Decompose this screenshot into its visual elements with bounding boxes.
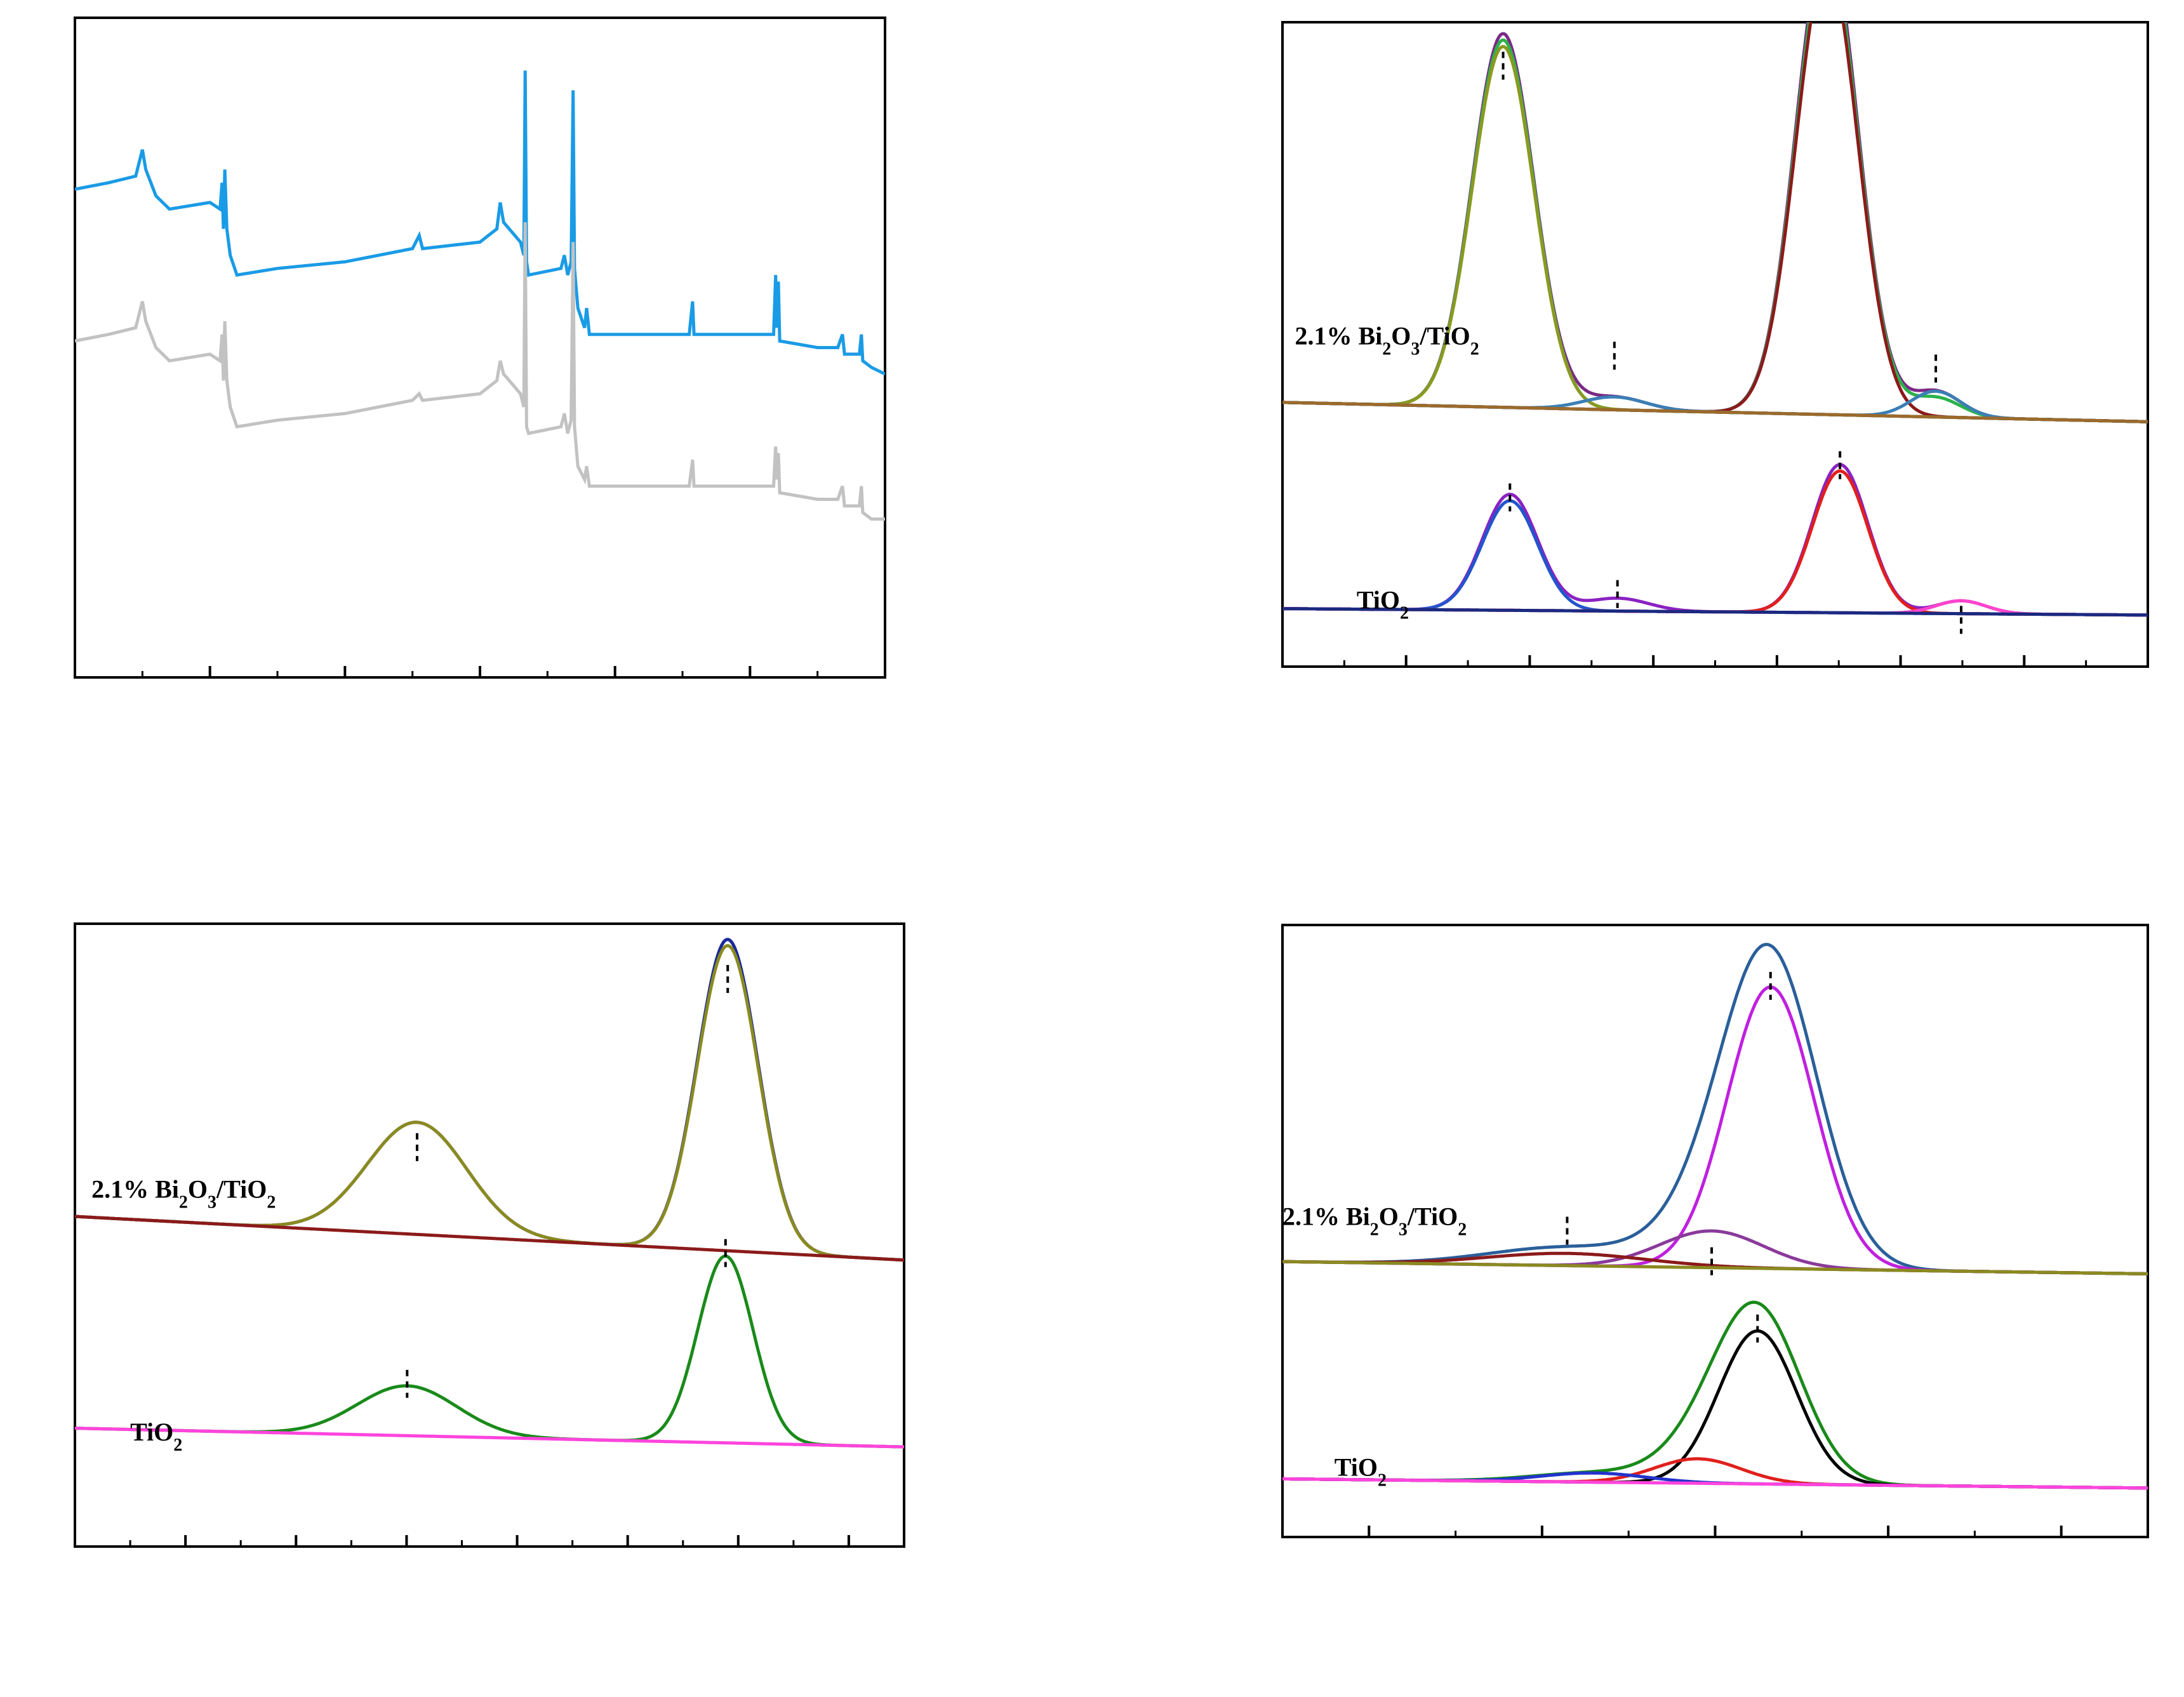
fit-curve — [75, 1215, 904, 1262]
sample-label: 2.1% Bi2O3/TiO2 — [1295, 322, 1479, 359]
series-line — [75, 222, 885, 521]
sample-label: TiO2 — [1357, 586, 1409, 623]
plot-area — [1282, 943, 2148, 1490]
fit-curve — [1282, 401, 2148, 423]
fit-curve — [75, 1254, 904, 1449]
fit-curve — [1282, 469, 2148, 617]
fit-curve — [1282, 1260, 2148, 1275]
sample-label: TiO2 — [130, 1418, 182, 1455]
fit-curve — [1282, 463, 2148, 617]
fit-curve — [1282, 1477, 2148, 1490]
panel-b: 2.1% Bi2O3/TiO2 TiO2 — [1281, 21, 2149, 668]
fit-curve — [1282, 44, 2148, 423]
series-line — [75, 70, 885, 376]
plot-area — [75, 70, 885, 521]
plot-frame — [74, 922, 905, 1548]
sample-label: 2.1% Bi2O3/TiO2 — [1282, 1202, 1467, 1239]
fit-curve — [1282, 607, 2148, 617]
plot-frame — [74, 17, 886, 679]
plot-area — [1282, 22, 2148, 617]
panel-a — [74, 17, 886, 679]
fit-curve — [75, 1427, 904, 1449]
sample-label: 2.1% Bi2O3/TiO2 — [91, 1175, 276, 1213]
sample-label: TiO2 — [1335, 1453, 1387, 1491]
fit-curve — [75, 938, 904, 1262]
fit-curve — [1282, 499, 2148, 617]
fit-curve — [75, 944, 904, 1262]
panel-d: 2.1% Bi2O3/TiO2 TiO2 — [1281, 924, 2149, 1538]
plot-area — [75, 938, 904, 1449]
panel-c: 2.1% Bi2O3/TiO2 TiO2 — [74, 922, 905, 1548]
